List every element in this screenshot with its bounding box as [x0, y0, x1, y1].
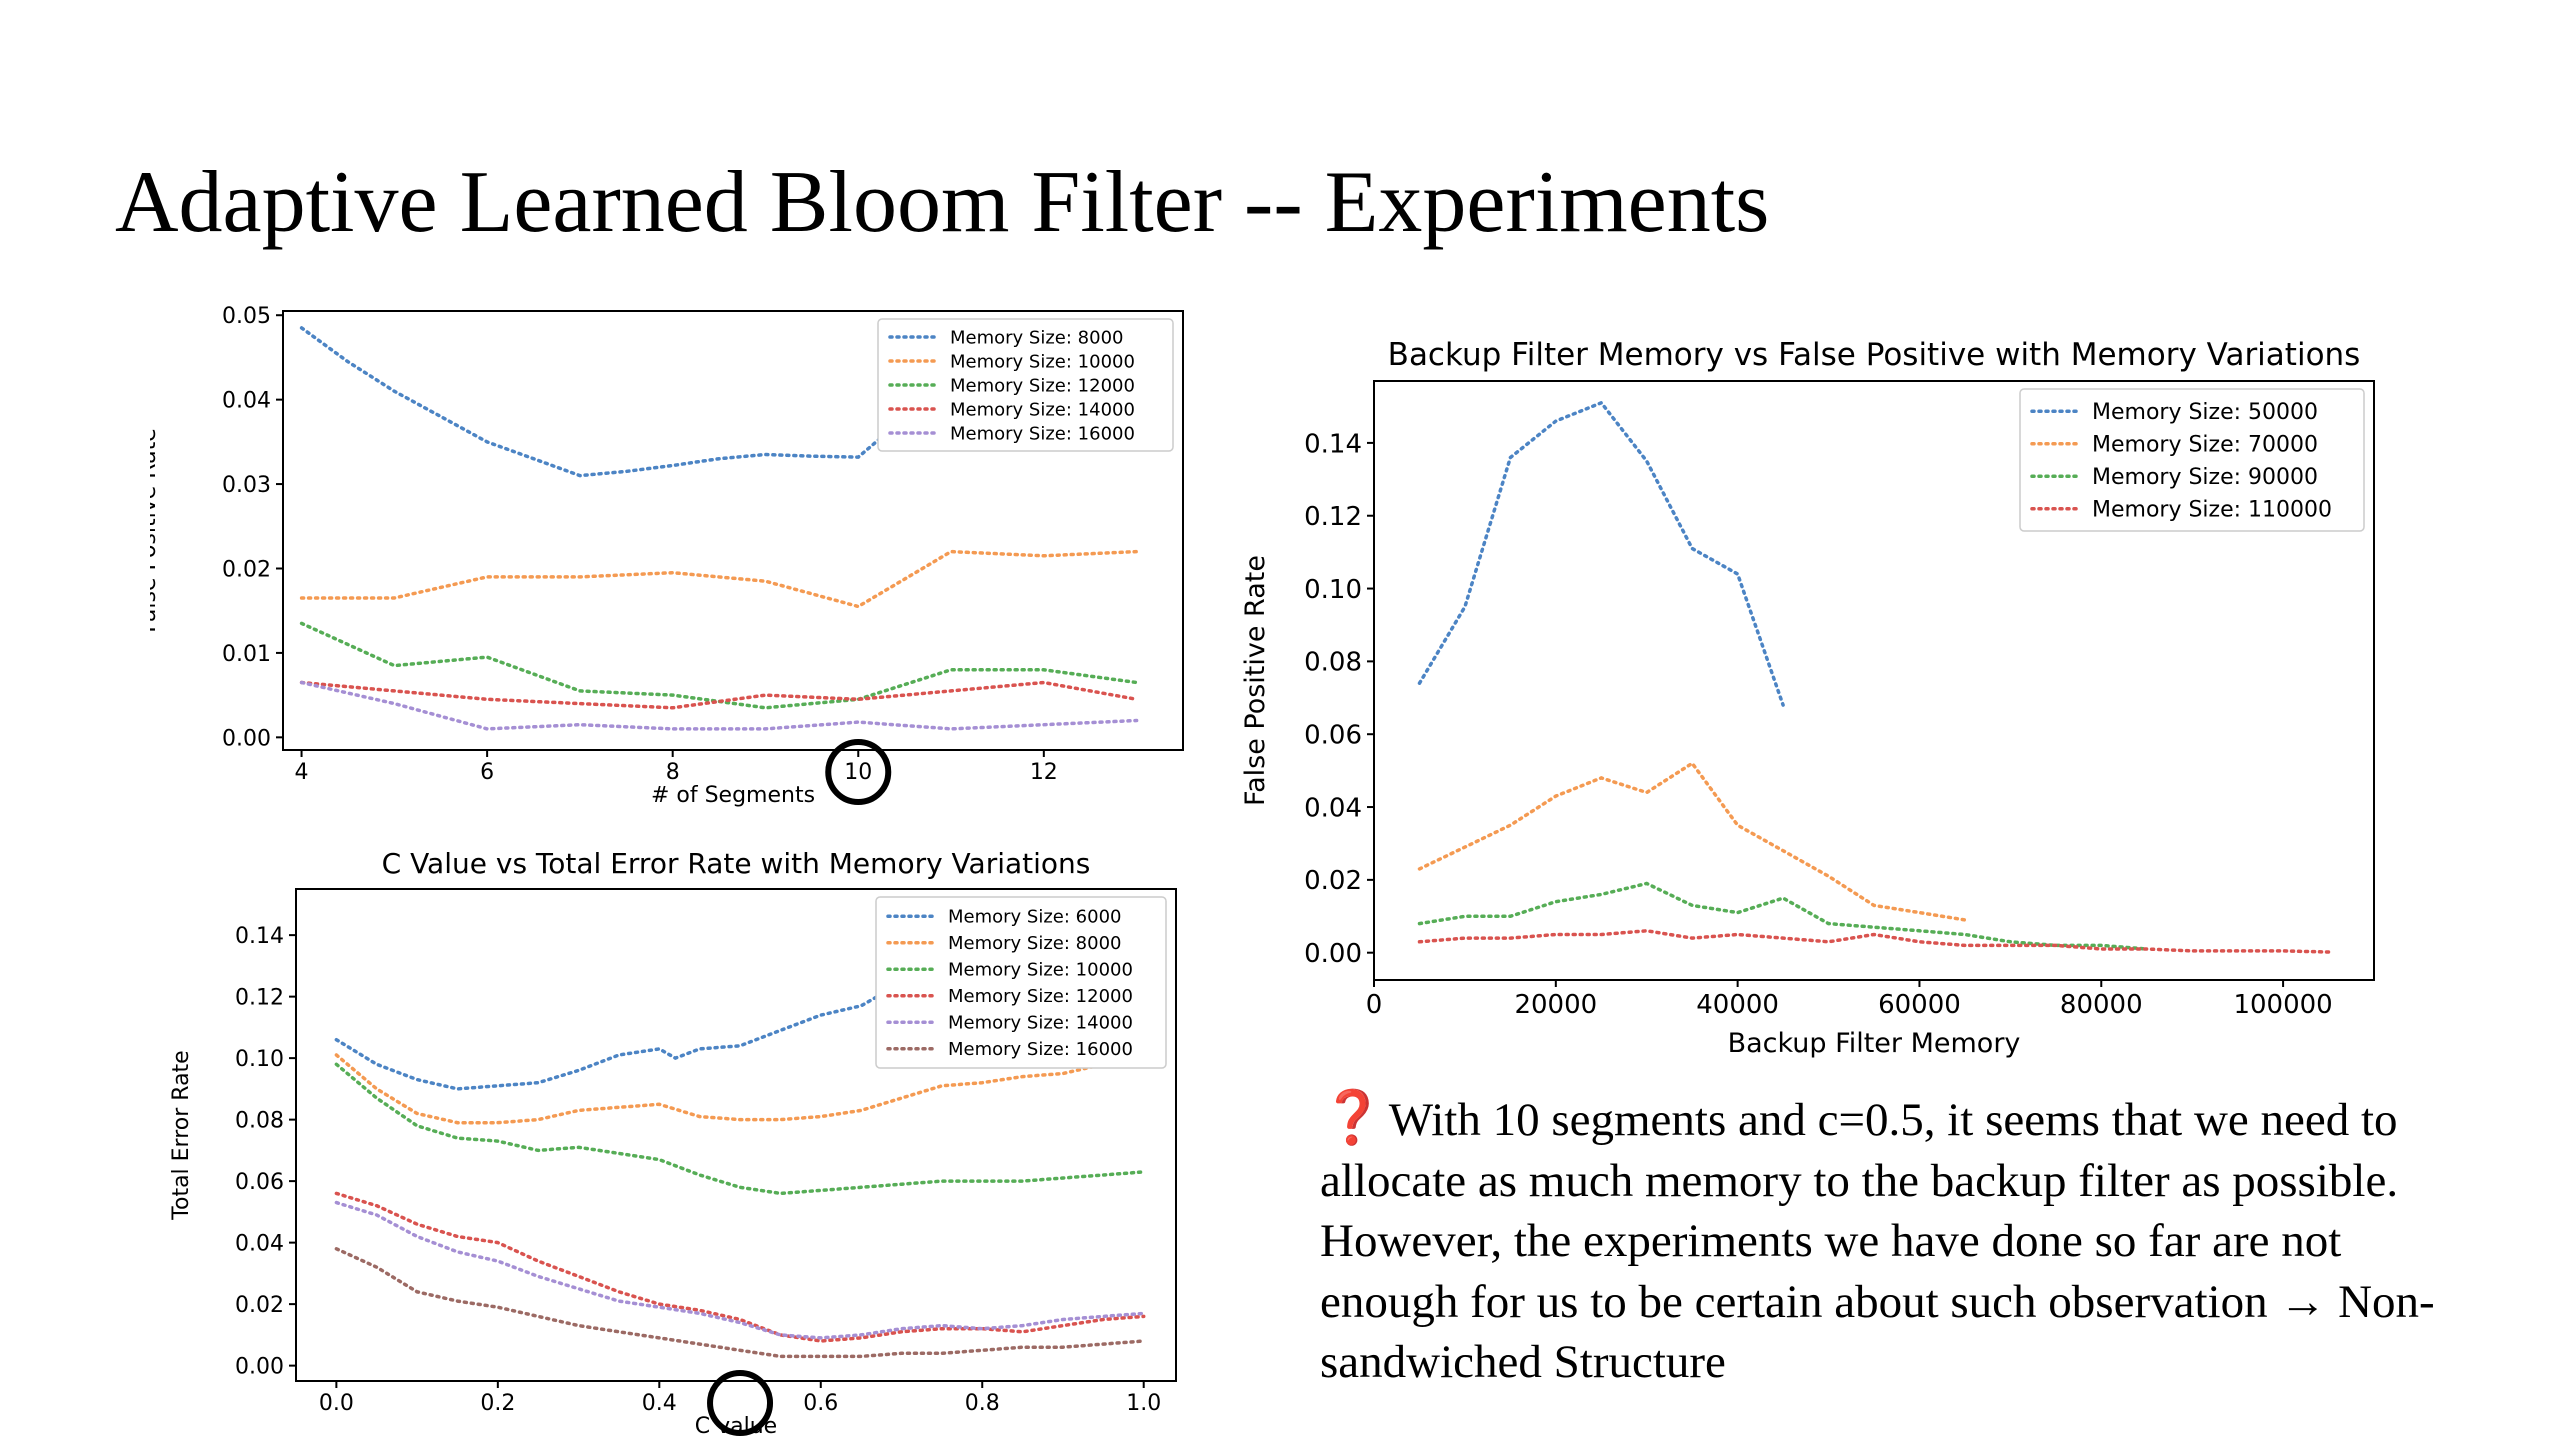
legend-label: Memory Size: 8000 — [948, 933, 1121, 954]
series-line-2 — [299, 549, 1139, 609]
highlight-circle — [825, 739, 892, 805]
y-tick-label: 0.10 — [1304, 575, 1362, 605]
series-line-4 — [1417, 929, 2331, 954]
y-tick-label: 0.04 — [222, 389, 271, 414]
y-tick-label: 0.06 — [235, 1170, 284, 1195]
x-tick-label: 0 — [1366, 990, 1383, 1020]
x-tick-label: 0.4 — [642, 1391, 677, 1416]
x-tick-label: 40000 — [1696, 990, 1779, 1020]
series-line-2 — [334, 1053, 1130, 1125]
legend-label: Memory Size: 10000 — [950, 351, 1135, 372]
backup-memory-chart-svg: Backup Filter Memory vs False Positive w… — [1240, 337, 2375, 1059]
y-tick-label: 0.03 — [222, 473, 271, 498]
question-mark-icon: ❓ — [1320, 1088, 1385, 1148]
y-tick-label: 0.06 — [1304, 721, 1362, 751]
legend-label: Memory Size: 14000 — [948, 1013, 1133, 1034]
y-tick-label: 0.12 — [235, 986, 284, 1011]
legend-box — [877, 318, 1174, 452]
y-tick-label: 0.04 — [235, 1232, 284, 1257]
chart-title: Backup Filter Memory vs False Positive w… — [1388, 337, 2361, 373]
series-line-3 — [1417, 881, 2149, 951]
y-tick-label: 0.04 — [1304, 793, 1362, 823]
observation-note: ❓With 10 segments and c=0.5, it seems th… — [1320, 1088, 2450, 1393]
legend-label: Memory Size: 10000 — [948, 960, 1133, 981]
y-tick-label: 0.12 — [1304, 502, 1362, 532]
y-tick-label: 0.02 — [235, 1293, 284, 1318]
x-tick-label: 12 — [1030, 760, 1058, 785]
series-line-4 — [299, 680, 1139, 710]
y-tick-label: 0.10 — [235, 1047, 284, 1072]
legend-label: Memory Size: 90000 — [2092, 465, 2318, 490]
x-tick-label: 1.0 — [1126, 1391, 1161, 1416]
legend-label: Memory Size: 16000 — [948, 1039, 1133, 1060]
y-tick-label: 0.05 — [222, 304, 271, 329]
y-tick-label: 0.02 — [1304, 866, 1362, 896]
series-line-1 — [1417, 400, 1785, 707]
x-tick-label: 80000 — [2060, 990, 2143, 1020]
x-tick-label: 0.0 — [319, 1391, 354, 1416]
observation-text: With 10 segments and c=0.5, it seems tha… — [1320, 1094, 2435, 1388]
legend-box — [2019, 388, 2365, 532]
x-tick-label: 100000 — [2233, 990, 2332, 1020]
x-axis-title: Backup Filter Memory — [1728, 1028, 2021, 1059]
series-line-1 — [334, 994, 880, 1091]
chart-legend: Memory Size: 6000 Memory Size: 8000 Memory… — [875, 896, 1167, 1069]
legend-label: Memory Size: 50000 — [2092, 400, 2318, 425]
legend-box — [875, 896, 1167, 1069]
x-tick-label: 10 — [844, 760, 872, 785]
legend-label: Memory Size: 16000 — [950, 423, 1135, 444]
x-tick-label: 4 — [295, 760, 309, 785]
series-line-1 — [299, 326, 888, 478]
chart-legend: Memory Size: 50000 Memory Size: 70000 Memo… — [2019, 388, 2365, 532]
plot-frame — [1373, 380, 2375, 981]
y-axis-title: Total Error Rate — [169, 1050, 194, 1220]
x-tick-label: 0.2 — [480, 1391, 515, 1416]
legend-label: Memory Size: 14000 — [950, 399, 1135, 420]
x-tick-label: 20000 — [1514, 990, 1597, 1020]
y-tick-label: 0.08 — [235, 1109, 284, 1134]
y-tick-label: 0.01 — [222, 642, 271, 667]
y-tick-label: 0.00 — [1304, 939, 1362, 969]
x-axis-title: # of Segments — [651, 783, 815, 808]
x-tick-label: 6 — [480, 760, 494, 785]
chart-legend: Memory Size: 8000 Memory Size: 10000 Memor… — [877, 318, 1174, 452]
x-tick-label: 8 — [666, 760, 680, 785]
y-axis-title: False Positive Rate — [150, 428, 161, 632]
series-line-3 — [334, 1062, 1146, 1196]
segments-chart: 4 6 8 10 12 0.00 0.01 0.02 0.03 0.04 0.05 # of Segm… — [150, 300, 1190, 820]
series-line-6 — [334, 1247, 1146, 1359]
y-tick-label: 0.00 — [235, 1355, 284, 1380]
legend-label: Memory Size: 8000 — [950, 327, 1123, 348]
legend-label: Memory Size: 12000 — [950, 375, 1135, 396]
series-line-5 — [299, 680, 1139, 731]
y-tick-label: 0.14 — [235, 924, 284, 949]
series-line-4 — [334, 1191, 1146, 1343]
x-tick-label: 0.6 — [803, 1391, 838, 1416]
plot-frame — [295, 888, 1177, 1382]
c-value-chart: C Value vs Total Error Rate with Memory … — [150, 840, 1190, 1440]
y-tick-label: 0.14 — [1304, 429, 1362, 459]
series-line-5 — [334, 1200, 1146, 1340]
slide-title: Adaptive Learned Bloom Filter -- Experim… — [115, 154, 1770, 251]
x-tick-label: 60000 — [1878, 990, 1961, 1020]
legend-label: Memory Size: 6000 — [948, 907, 1121, 928]
chart-title: C Value vs Total Error Rate with Memory … — [382, 847, 1091, 880]
legend-label: Memory Size: 70000 — [2092, 433, 2318, 458]
y-tick-label: 0.02 — [222, 557, 271, 582]
legend-label: Memory Size: 110000 — [2092, 498, 2332, 523]
segments-chart-svg: 4 6 8 10 12 0.00 0.01 0.02 0.03 0.04 0.05 # of Segm… — [150, 304, 1184, 808]
highlight-circle — [707, 1370, 774, 1436]
x-tick-label: 0.8 — [965, 1391, 1000, 1416]
legend-label: Memory Size: 12000 — [948, 986, 1133, 1007]
backup-memory-chart: Backup Filter Memory vs False Positive w… — [1230, 320, 2470, 1080]
y-tick-label: 0.00 — [222, 726, 271, 751]
plot-frame — [282, 310, 1184, 751]
y-tick-label: 0.08 — [1304, 648, 1362, 678]
series-line-2 — [1417, 760, 1967, 922]
y-axis-title: False Positive Rate — [1240, 555, 1271, 806]
c-value-chart-svg: C Value vs Total Error Rate with Memory … — [169, 847, 1177, 1439]
